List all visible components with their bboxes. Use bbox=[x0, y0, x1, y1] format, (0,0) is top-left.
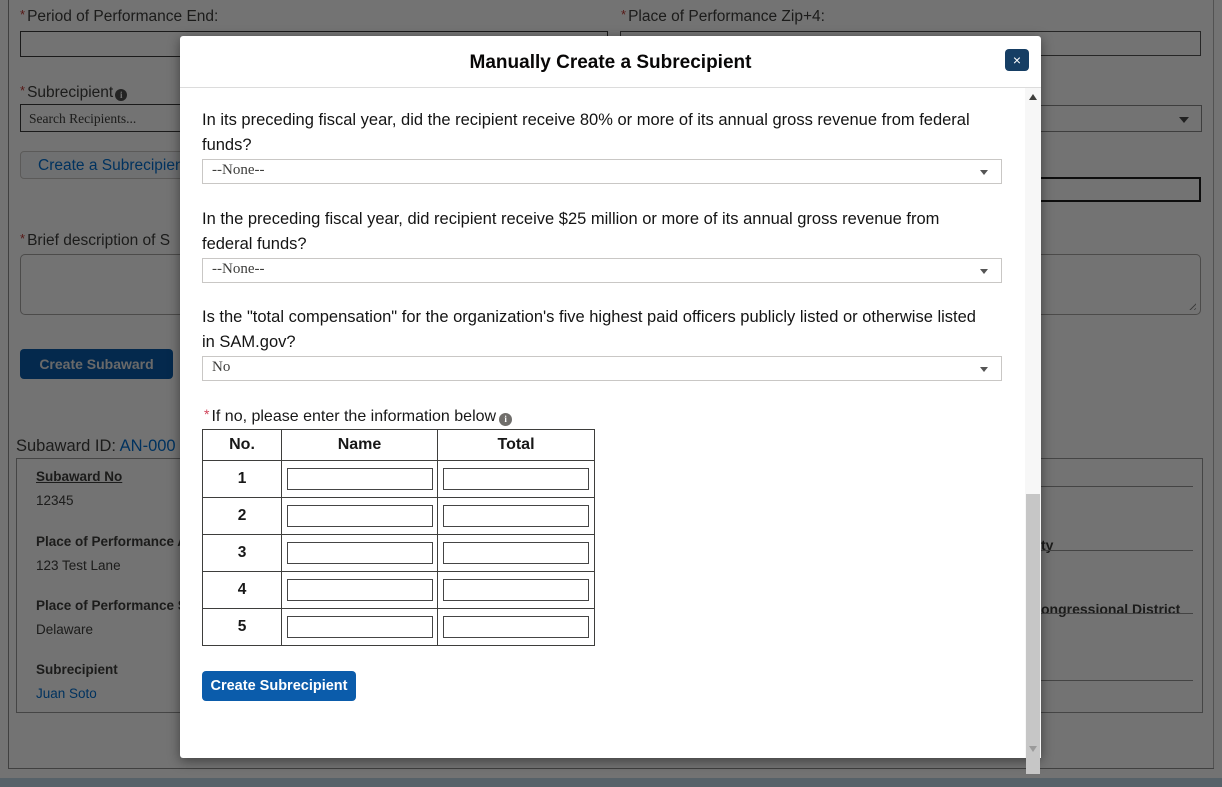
name-input-row-3[interactable] bbox=[286, 542, 433, 564]
row-number: 3 bbox=[202, 534, 282, 572]
row-number: 5 bbox=[202, 608, 282, 646]
question-25-million-select[interactable]: --None-- bbox=[202, 258, 1002, 283]
row-number: 2 bbox=[202, 497, 282, 535]
name-input-row-4[interactable] bbox=[286, 579, 433, 601]
name-input-row-2[interactable] bbox=[286, 505, 433, 527]
if-no-instruction: * If no, please enter the information bel… bbox=[204, 406, 513, 426]
selected-value: No bbox=[212, 359, 231, 375]
modal-title: Manually Create a Subrecipient bbox=[469, 52, 752, 73]
table-row: 3 bbox=[202, 534, 595, 572]
scrollbar-thumb[interactable] bbox=[1026, 494, 1040, 774]
chevron-down-icon bbox=[980, 367, 988, 372]
row-number: 1 bbox=[202, 460, 282, 498]
column-header-name: Name bbox=[281, 429, 438, 461]
scroll-down-icon[interactable] bbox=[1029, 746, 1037, 752]
question-25-million-revenue: In the preceding fiscal year, did recipi… bbox=[202, 210, 940, 253]
selected-value: --None-- bbox=[212, 261, 265, 277]
question-total-compensation: Is the "total compensation" for the orga… bbox=[202, 308, 976, 351]
total-input-row-2[interactable] bbox=[443, 505, 589, 527]
scroll-up-icon[interactable] bbox=[1029, 94, 1037, 100]
create-subrecipient-button[interactable]: Create Subrecipient bbox=[202, 671, 356, 701]
total-input-row-4[interactable] bbox=[443, 579, 589, 601]
chevron-down-icon bbox=[980, 269, 988, 274]
table-row: 1 bbox=[202, 460, 595, 498]
chevron-down-icon bbox=[980, 170, 988, 175]
required-asterisk: * bbox=[204, 406, 210, 422]
name-input-row-1[interactable] bbox=[286, 468, 433, 490]
total-input-row-1[interactable] bbox=[443, 468, 589, 490]
table-header-row: No. Name Total bbox=[202, 429, 595, 461]
row-number: 4 bbox=[202, 571, 282, 609]
info-icon[interactable] bbox=[499, 413, 513, 426]
question-total-compensation-select[interactable]: No bbox=[202, 356, 1002, 381]
column-header-no: No. bbox=[202, 429, 282, 461]
compensation-table: No. Name Total 1 2 3 4 bbox=[202, 429, 595, 646]
question-80-percent-select[interactable]: --None-- bbox=[202, 159, 1002, 184]
total-input-row-5[interactable] bbox=[443, 616, 589, 638]
table-row: 5 bbox=[202, 608, 595, 646]
table-row: 2 bbox=[202, 497, 595, 535]
modal-header: Manually Create a Subrecipient bbox=[180, 36, 1041, 88]
table-row: 4 bbox=[202, 571, 595, 609]
total-input-row-3[interactable] bbox=[443, 542, 589, 564]
modal-scrollbar[interactable] bbox=[1025, 88, 1041, 774]
question-80-percent-revenue: In its preceding fiscal year, did the re… bbox=[202, 111, 970, 154]
selected-value: --None-- bbox=[212, 162, 265, 178]
name-input-row-5[interactable] bbox=[286, 616, 433, 638]
create-subrecipient-modal: Manually Create a Subrecipient × In its … bbox=[180, 36, 1041, 774]
column-header-total: Total bbox=[437, 429, 595, 461]
close-icon[interactable]: × bbox=[1005, 49, 1029, 71]
